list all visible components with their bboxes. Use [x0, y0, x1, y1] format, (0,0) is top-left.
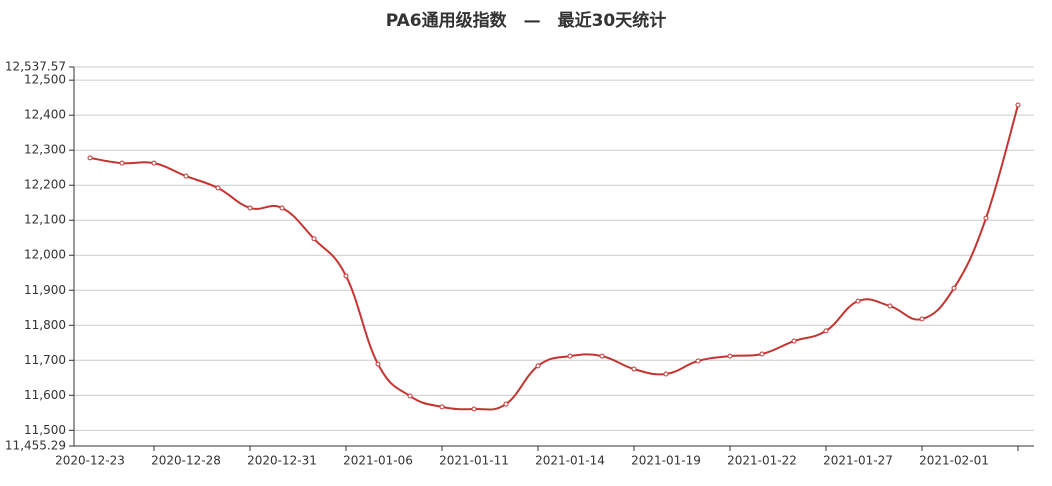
- point: [279, 205, 285, 211]
- x-tick-label: 2020-12-31: [247, 454, 317, 468]
- y-tick-label: 11,800: [24, 318, 66, 332]
- y-tick-label: 12,200: [24, 178, 66, 192]
- point: [823, 328, 829, 334]
- x-tick-label: 2021-01-11: [439, 454, 509, 468]
- y-tick-label: 12,000: [24, 248, 66, 262]
- y-tick-label: 11,455.29: [5, 439, 66, 453]
- chart-title: PA6通用级指数 — 最近30天统计: [386, 10, 667, 31]
- point: [407, 393, 413, 399]
- y-tick-label: 12,400: [24, 108, 66, 122]
- point: [663, 371, 669, 377]
- point: [87, 155, 93, 161]
- point: [791, 338, 797, 344]
- x-tick-label: 2021-01-22: [727, 454, 797, 468]
- point: [631, 366, 637, 372]
- point: [951, 285, 957, 291]
- point: [599, 353, 605, 359]
- y-tick-label: 12,300: [24, 143, 66, 157]
- point: [311, 236, 317, 242]
- point: [887, 303, 893, 309]
- point: [215, 185, 221, 191]
- y-tick-label: 12,537.57: [5, 60, 66, 74]
- x-tick-label: 2021-02-01: [919, 454, 989, 468]
- point: [247, 205, 253, 211]
- point: [119, 160, 125, 166]
- point: [343, 273, 349, 279]
- point: [919, 316, 925, 322]
- point: [727, 353, 733, 359]
- y-tick-label: 11,700: [24, 353, 66, 367]
- point: [983, 215, 989, 221]
- point: [439, 404, 445, 410]
- y-tick-label: 11,500: [24, 423, 66, 437]
- line: [89, 104, 1019, 411]
- point: [535, 363, 541, 369]
- point: [503, 401, 509, 407]
- point: [375, 361, 381, 367]
- x-tick-label: 2021-01-19: [631, 454, 701, 468]
- y-tick-label: 11,900: [24, 283, 66, 297]
- point: [759, 351, 765, 357]
- y-tick-label: 12,500: [24, 73, 66, 87]
- point: [1015, 102, 1021, 108]
- point: [855, 298, 861, 304]
- point: [183, 173, 189, 179]
- point: [471, 406, 477, 412]
- point: [151, 160, 157, 166]
- point: [695, 358, 701, 364]
- x-tick-label: 2021-01-27: [823, 454, 893, 468]
- x-tick-label: 2020-12-28: [151, 454, 221, 468]
- x-tick-label: 2021-01-14: [535, 454, 605, 468]
- point: [567, 353, 573, 359]
- y-tick-label: 12,100: [24, 213, 66, 227]
- y-tick-label: 11,600: [24, 388, 66, 402]
- x-tick-label: 2021-01-06: [343, 454, 413, 468]
- x-tick-label: 2020-12-23: [55, 454, 125, 468]
